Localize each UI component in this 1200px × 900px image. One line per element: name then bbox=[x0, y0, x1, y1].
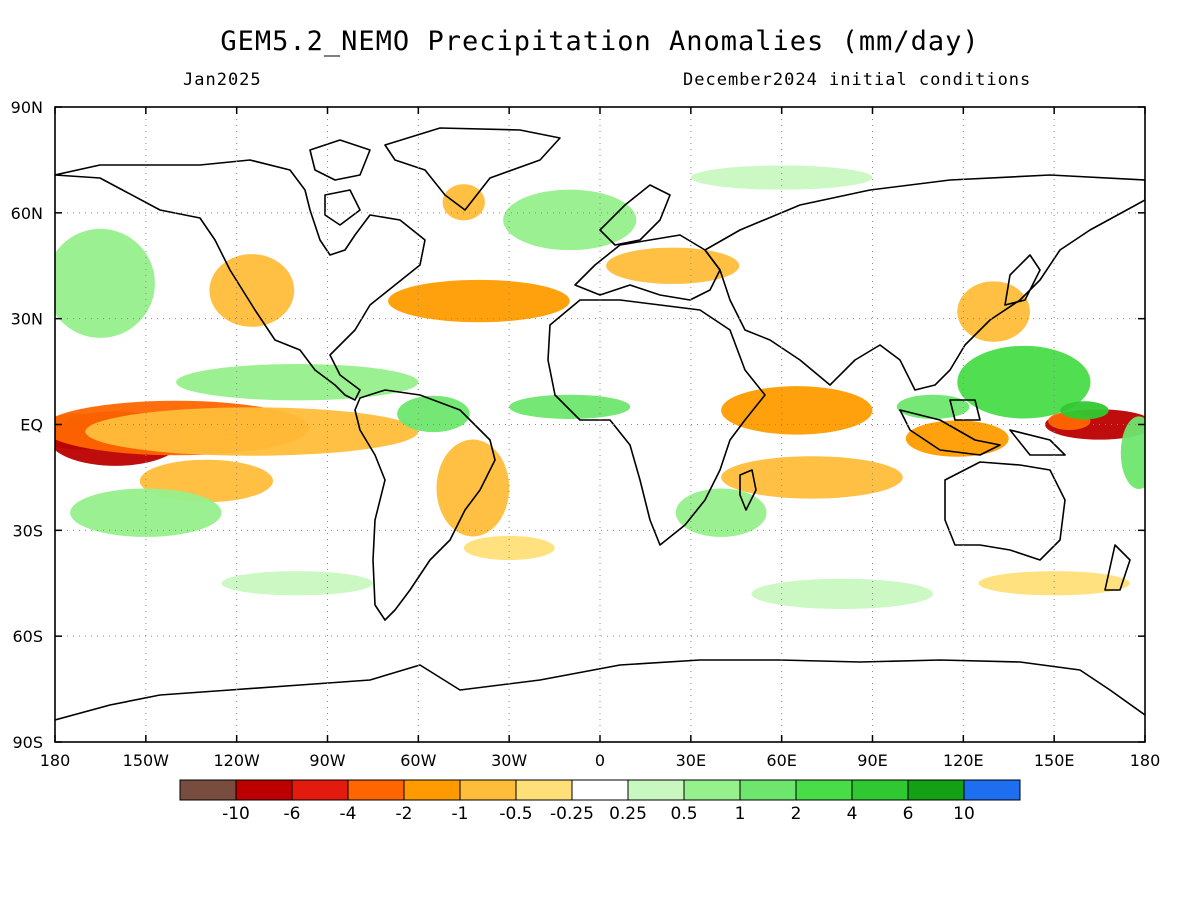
anomaly-region bbox=[606, 247, 740, 284]
anomaly-region bbox=[436, 439, 510, 537]
lat-tick-label: 90N bbox=[11, 98, 43, 117]
coast-indonesia bbox=[899, 399, 1066, 456]
lon-tick-label: 120E bbox=[943, 751, 984, 770]
lon-tick-label: 180 bbox=[40, 751, 71, 770]
anomaly-region bbox=[509, 394, 631, 419]
colorbar-label: -0.25 bbox=[550, 804, 594, 824]
colorbar-label: -6 bbox=[284, 804, 301, 824]
colorbar-swatch bbox=[179, 779, 237, 801]
lon-tick-label: 90E bbox=[857, 751, 887, 770]
initial-conditions: December2024 initial conditions bbox=[683, 70, 1032, 90]
anomaly-region bbox=[675, 488, 767, 537]
anomaly-region bbox=[503, 189, 637, 251]
coast-africa bbox=[547, 299, 766, 546]
lat-tick-label: 30N bbox=[11, 310, 43, 329]
lat-tick-label: EQ bbox=[20, 416, 43, 435]
colorbar-label: -10 bbox=[222, 804, 250, 824]
lon-tick-label: 120W bbox=[213, 751, 260, 770]
anomaly-field bbox=[55, 165, 1145, 609]
anomaly-region bbox=[442, 184, 485, 221]
lon-tick-label: 150E bbox=[1034, 751, 1075, 770]
colorbar-swatch bbox=[571, 779, 629, 801]
anomaly-region bbox=[221, 571, 373, 596]
colorbar-label: -2 bbox=[396, 804, 413, 824]
colorbar-swatch bbox=[515, 779, 573, 801]
colorbar-label: 0.25 bbox=[609, 804, 647, 824]
colorbar-label: 1 bbox=[735, 804, 746, 824]
colorbar-label: 4 bbox=[847, 804, 858, 824]
anomaly-region bbox=[957, 281, 1030, 342]
lat-tick-label: 30S bbox=[12, 521, 43, 540]
colorbar-label: 0.5 bbox=[670, 804, 697, 824]
lat-tick-label: 90S bbox=[12, 733, 43, 752]
lon-tick-label: 60E bbox=[766, 751, 796, 770]
anomaly-region bbox=[463, 535, 555, 561]
anomaly-region bbox=[690, 165, 873, 190]
anomaly-region bbox=[896, 394, 970, 419]
colorbar-swatch bbox=[795, 779, 853, 801]
lon-tick-label: 30E bbox=[676, 751, 706, 770]
coast-south-america bbox=[354, 389, 496, 621]
coast-north-america bbox=[55, 159, 426, 401]
lon-tick-label: 30W bbox=[491, 751, 527, 770]
colorbar-label: 10 bbox=[953, 804, 975, 824]
colorbar-swatch bbox=[627, 779, 685, 801]
map-title: GEM5.2_NEMO Precipitation Anomalies (mm/… bbox=[220, 26, 980, 57]
coast-japan bbox=[1004, 254, 1041, 306]
anomaly-region bbox=[70, 488, 222, 537]
anomaly-region bbox=[751, 578, 934, 609]
colorbar-label: -0.5 bbox=[499, 804, 532, 824]
colorbar-label: 6 bbox=[903, 804, 914, 824]
colorbar-swatch bbox=[459, 779, 517, 801]
colorbar-swatch bbox=[347, 779, 405, 801]
lon-tick-label: 90W bbox=[309, 751, 345, 770]
colorbar-swatch bbox=[963, 779, 1021, 801]
lon-tick-label: 0 bbox=[595, 751, 605, 770]
colorbar-swatch bbox=[291, 779, 349, 801]
forecast-period: Jan2025 bbox=[183, 70, 262, 90]
anomaly-region bbox=[397, 395, 470, 433]
anomaly-region bbox=[978, 571, 1130, 596]
colorbar-swatch bbox=[403, 779, 461, 801]
coast-asia bbox=[704, 174, 1145, 391]
colorbar-swatch bbox=[907, 779, 965, 801]
anomaly-region bbox=[721, 386, 873, 435]
coast-greenland bbox=[384, 127, 561, 211]
colorbar-swatch bbox=[739, 779, 797, 801]
anomaly-region bbox=[388, 279, 570, 323]
colorbar-label: 2 bbox=[791, 804, 802, 824]
coast-new-zealand bbox=[1104, 544, 1131, 591]
coast-antarctica bbox=[55, 659, 1145, 721]
coastlines bbox=[55, 127, 1145, 721]
anomaly-region bbox=[209, 254, 295, 327]
colorbar-swatch bbox=[683, 779, 741, 801]
lon-tick-label: 180 bbox=[1130, 751, 1161, 770]
coast-australia bbox=[944, 461, 1066, 561]
colorbar-swatch bbox=[235, 779, 293, 801]
anomaly-region bbox=[721, 456, 903, 499]
lat-tick-label: 60N bbox=[11, 204, 43, 223]
anomaly-region bbox=[1060, 401, 1109, 420]
anomaly-region bbox=[905, 420, 1009, 457]
colorbar-label: -1 bbox=[452, 804, 469, 824]
anomaly-region bbox=[1120, 416, 1145, 490]
axis-ticks: 180 150W 120W 90W 60W 30W 0 30E 60E 90E 120E 150E 18… bbox=[11, 98, 1161, 770]
lon-tick-label: 150W bbox=[123, 751, 170, 770]
colorbar-swatch bbox=[851, 779, 909, 801]
anomaly-region bbox=[957, 345, 1091, 419]
lon-tick-label: 60W bbox=[400, 751, 436, 770]
coast-scandinavia bbox=[599, 184, 671, 246]
anomaly-region bbox=[176, 364, 419, 401]
coast-arctic-islands bbox=[309, 139, 371, 226]
anomaly-region bbox=[55, 228, 155, 338]
anomaly-region bbox=[85, 407, 419, 456]
lat-tick-label: 60S bbox=[12, 627, 43, 646]
colorbar: -10 -6 -4 -2 -1 -0.5 -0.25 0.25 0.5 1 2 4 6 10 bbox=[179, 779, 1021, 824]
coast-madagascar bbox=[739, 469, 757, 511]
colorbar-label: -4 bbox=[340, 804, 357, 824]
